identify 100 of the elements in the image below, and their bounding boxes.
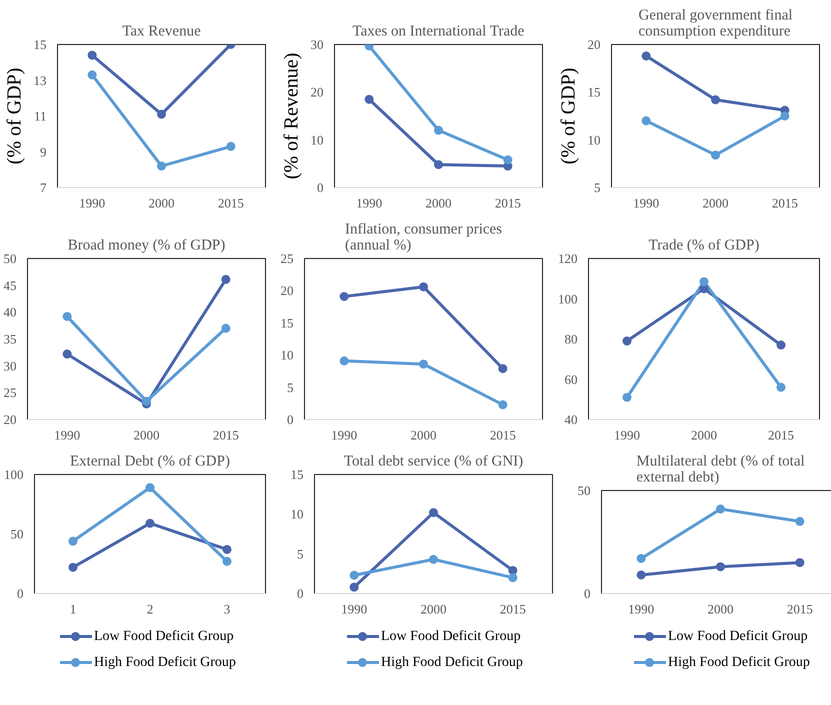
y-tick-label: 45 [4, 278, 16, 293]
point [434, 126, 443, 135]
y-tick-label: 10 [588, 132, 600, 148]
y-tick-label: 25 [4, 385, 16, 400]
point [642, 116, 651, 126]
chart-title: Inflation, consumer prices (annual %) [344, 222, 502, 254]
y-tick-label: 5 [594, 180, 600, 195]
chart-title: General government final consumption expenditure [638, 8, 793, 40]
point [716, 562, 725, 572]
point [340, 292, 349, 301]
point [434, 160, 443, 170]
x-tick-label: 2015 [490, 428, 516, 442]
point [221, 274, 230, 284]
x-tick-label: 2000 [426, 196, 452, 210]
point [498, 400, 508, 410]
y-tick-label: 15 [290, 467, 304, 482]
x-tick-label: 2 [146, 602, 154, 616]
point [508, 573, 518, 582]
x-tick-label: 2000 [420, 602, 446, 616]
point [157, 162, 166, 171]
point [88, 70, 97, 80]
y-tick-label: 10 [290, 506, 304, 522]
y-tick-label: 50 [4, 251, 16, 266]
y-tick-label: 20 [310, 84, 324, 100]
point [364, 94, 374, 104]
y-tick-label: 100 [558, 291, 578, 306]
chart-title: Total debt service (% of GNI) [344, 454, 524, 470]
point [776, 340, 786, 350]
x-tick-label: 2000 [134, 428, 160, 442]
y-tick-label: 60 [564, 372, 578, 387]
y-tick-label: 5 [297, 546, 304, 562]
y-tick-label: 20 [588, 37, 600, 52]
point [636, 554, 646, 563]
point [780, 112, 790, 120]
point [498, 364, 508, 374]
y-tick-label: 40 [4, 304, 16, 320]
y-tick-label: 0 [297, 586, 304, 601]
x-tick-label: 2000 [410, 428, 436, 442]
x-tick-label: 3 [224, 602, 230, 616]
chart-title: Taxes on International Trade [352, 24, 525, 40]
y-tick-label: 20 [4, 412, 16, 427]
x-tick-label: 1990 [356, 196, 382, 210]
y-tick-label: 10 [280, 348, 294, 363]
point [795, 516, 804, 526]
chart-title: Multilateral debt (% of total external debt) [636, 454, 805, 486]
point [142, 396, 151, 406]
point [429, 508, 438, 518]
point [711, 95, 720, 104]
y-tick-label: 35 [4, 332, 16, 346]
y-tick-label: 40 [564, 412, 578, 427]
y-tick-label: 7 [40, 180, 47, 195]
point [68, 536, 78, 546]
point [776, 382, 786, 392]
legend-label: High Food Deficit Group [381, 655, 523, 670]
point [221, 324, 230, 333]
y-tick-label: 50 [10, 526, 24, 542]
chart-title: Broad money (% of GDP) [68, 238, 226, 254]
y-tick-label: 5 [287, 380, 294, 395]
x-tick-label: 1990 [614, 428, 640, 442]
x-tick-label: 2000 [708, 602, 734, 616]
point [226, 142, 236, 151]
y-tick-label: 9 [40, 144, 46, 160]
legend-label: Low Food Deficit Group [668, 629, 808, 644]
y-axis-title: (% of GDP) [558, 68, 580, 164]
y-axis-title: (% of Revenue) [280, 52, 302, 180]
x-tick-label: 1990 [633, 196, 660, 210]
x-tick-label: 2000 [148, 196, 174, 210]
point [157, 110, 166, 119]
point [429, 554, 438, 564]
chart-title: External Debt (% of GDP) [70, 454, 230, 470]
legend-label: High Food Deficit Group [668, 655, 810, 670]
legend-label: Low Food Deficit Group [381, 629, 521, 644]
y-tick-label: 0 [317, 180, 324, 195]
y-tick-label: 50 [578, 483, 590, 498]
x-tick-label: 1990 [341, 602, 368, 616]
x-tick-label: 1990 [628, 602, 654, 616]
y-tick-label: 0 [287, 412, 294, 427]
point [503, 155, 512, 164]
point [222, 556, 232, 566]
point [146, 483, 154, 492]
point [636, 570, 646, 580]
x-tick-label: 2015 [768, 428, 794, 442]
x-tick-label: 2015 [500, 602, 526, 616]
x-tick-label: 2015 [786, 602, 813, 616]
chart-title: Tax Revenue [122, 24, 202, 40]
x-tick-label: 2000 [702, 196, 728, 210]
point [88, 50, 97, 60]
point [711, 150, 720, 160]
y-tick-label: 25 [280, 251, 294, 266]
x-tick-label: 2000 [691, 428, 717, 442]
point [62, 312, 72, 321]
x-tick-label: 1990 [331, 428, 358, 442]
y-tick-label: 30 [310, 37, 324, 52]
point [642, 51, 651, 60]
point [419, 282, 428, 292]
y-tick-label: 10 [310, 132, 324, 148]
point [340, 356, 349, 366]
y-tick-label: 20 [280, 283, 294, 298]
x-tick-label: 1990 [79, 196, 106, 210]
x-tick-label: 2015 [494, 196, 521, 210]
